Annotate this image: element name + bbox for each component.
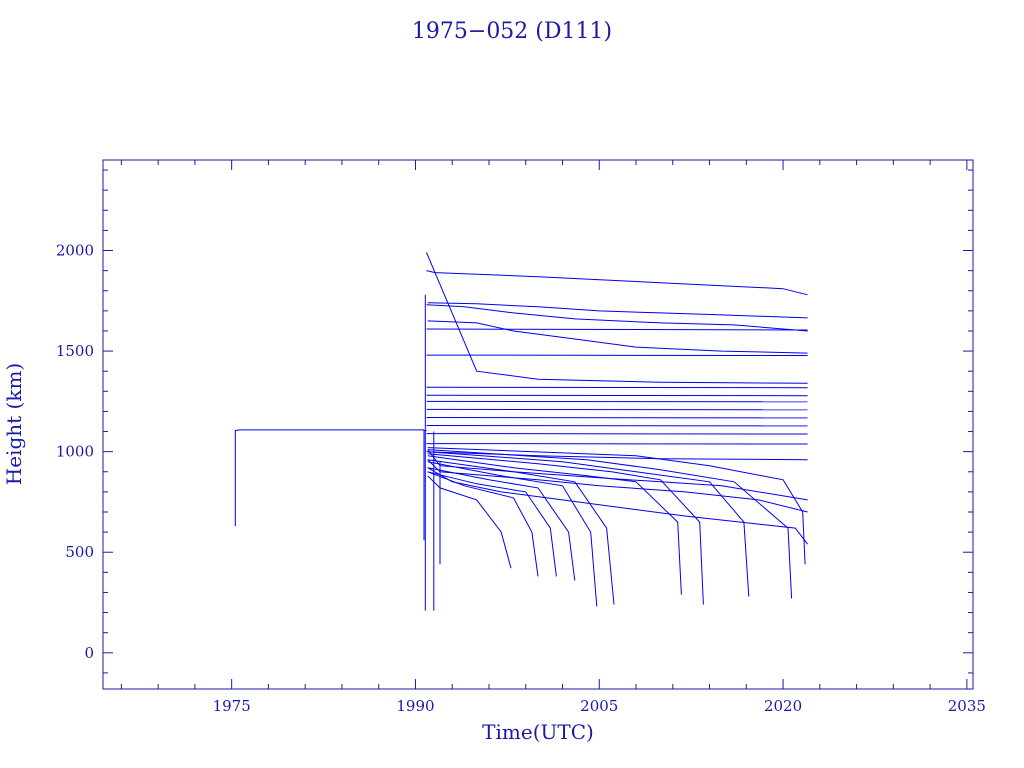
series-line-20 [427, 467, 808, 545]
series-line-18 [427, 449, 808, 501]
x-tick-label-2020: 2020 [764, 697, 802, 715]
series-line-0 [234, 429, 424, 527]
y-tick-label-500: 500 [65, 543, 94, 561]
series-line-6 [426, 328, 808, 331]
x-tick-label-1990: 1990 [396, 697, 434, 715]
x-axis-label: Time(UTC) [482, 720, 594, 744]
series-line-30 [427, 449, 793, 599]
series-line-21 [427, 475, 512, 569]
plot-frame [102, 159, 974, 690]
series-line-8 [426, 252, 808, 384]
series-line-19 [427, 459, 808, 513]
series-line-26 [427, 459, 615, 605]
y-tick-label-1000: 1000 [56, 443, 94, 461]
y-axis-label: Height (km) [2, 363, 26, 485]
series-line-17 [426, 451, 808, 461]
y-tick-label-1500: 1500 [56, 342, 94, 360]
series-line-29 [427, 451, 750, 597]
x-tick-label-1975: 1975 [213, 697, 251, 715]
series-line-23 [427, 471, 557, 577]
series-layer [234, 252, 808, 611]
series-line-28 [427, 453, 704, 605]
x-tick-label-2035: 2035 [948, 697, 986, 715]
series-line-2 [426, 270, 808, 296]
x-tick-label-2005: 2005 [580, 697, 618, 715]
y-tick-label-0: 0 [84, 644, 94, 662]
series-line-3 [427, 302, 808, 319]
chart-title: 1975−052 (D111) [412, 19, 612, 44]
series-line-24 [427, 467, 576, 581]
series-line-22 [427, 471, 539, 577]
series-line-25 [427, 461, 598, 607]
series-line-27 [427, 455, 682, 595]
series-line-4 [426, 304, 808, 332]
series-line-5 [427, 320, 808, 354]
y-tick-label-2000: 2000 [56, 242, 94, 260]
tick-layer: 1975 1990 2005 2020 2035 0 500 1000 1500 2000 [56, 160, 986, 715]
series-line-31 [427, 447, 806, 565]
